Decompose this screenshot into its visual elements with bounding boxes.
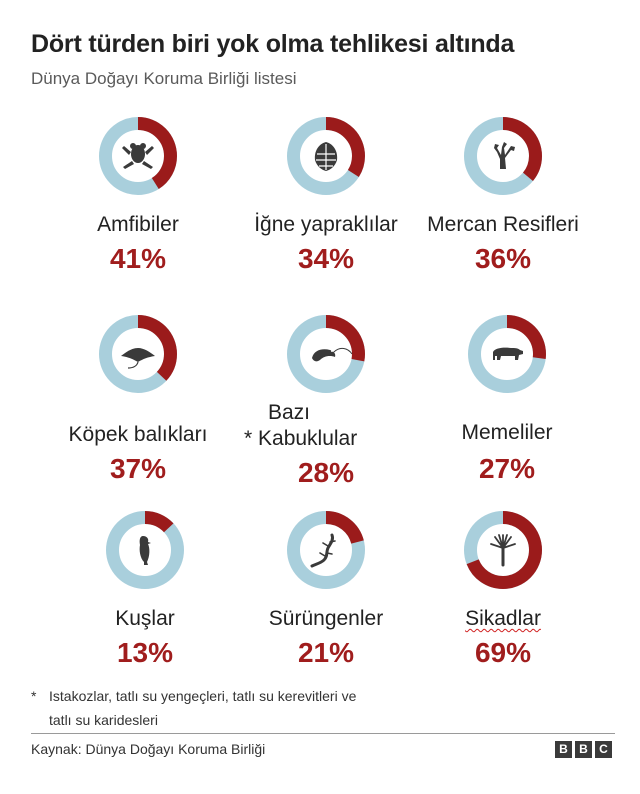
- percent-value: 37%: [109, 453, 167, 484]
- donut-threatened-segment: [464, 117, 542, 195]
- donut-threatened-segment: [287, 315, 365, 393]
- percent-value: 13%: [116, 637, 174, 668]
- donut-threatened-segment: [287, 117, 365, 195]
- footnote-marker: *: [31, 688, 37, 704]
- donut-chart: [464, 511, 542, 589]
- footnote-line-2: tatlı su karidesleri: [49, 712, 158, 728]
- percent-value: 41%: [109, 243, 167, 274]
- donut-chart: [99, 315, 177, 393]
- donut-chart: [287, 511, 365, 589]
- percent-value: 28%: [297, 457, 355, 488]
- donut-threatened-segment: [99, 117, 177, 195]
- percent-value: 21%: [297, 637, 355, 668]
- category-label: Bazı * Kabuklular: [244, 400, 424, 452]
- chart-subtitle: Dünya Doğayı Koruma Birliği listesi: [31, 69, 297, 88]
- bear-icon: [493, 347, 523, 360]
- percent-value: 36%: [474, 243, 532, 274]
- manta-ray-icon: [121, 348, 155, 369]
- donut-threatened-segment: [468, 315, 546, 393]
- lizard-icon: [310, 533, 336, 568]
- cycad-icon: [490, 534, 516, 567]
- donut-threatened-segment: [287, 511, 365, 589]
- footnote: * Istakozlar, tatlı su yengeçleri, tatlı …: [31, 684, 356, 732]
- divider: [31, 733, 615, 734]
- bbc-logo: B B C: [555, 741, 612, 758]
- category-label-prefix: Bazı: [268, 401, 311, 424]
- donut-threatened-segment: [99, 315, 177, 393]
- percent-value: 27%: [478, 453, 536, 484]
- category-label: Sürüngenler: [268, 607, 384, 630]
- donut-chart: [106, 511, 184, 589]
- donut-chart: [287, 315, 365, 393]
- footnote-line-1: Istakozlar, tatlı su yengeçleri, tatlı s…: [49, 688, 357, 704]
- category-label-main: * Kabuklular: [244, 427, 358, 450]
- percent-value: 69%: [474, 637, 532, 668]
- donut-chart: [99, 117, 177, 195]
- coral-icon: [494, 142, 515, 169]
- category-label: Köpek balıkları: [68, 423, 208, 446]
- shrimp-icon: [312, 347, 353, 362]
- category-label: Kuşlar: [115, 607, 175, 630]
- category-label: Sikadlar: [465, 607, 541, 630]
- frog-icon: [122, 143, 154, 169]
- category-label: Mercan Resifleri: [427, 213, 579, 236]
- donut-chart: [287, 117, 365, 195]
- source-note: Kaynak: Dünya Doğayı Koruma Birliği: [31, 741, 266, 757]
- donut-chart: [468, 315, 546, 393]
- donut-threatened-segment: [464, 511, 542, 589]
- logo-block: B: [555, 741, 572, 758]
- logo-block: B: [575, 741, 592, 758]
- donut-threatened-segment: [106, 511, 184, 589]
- donut-chart: [464, 117, 542, 195]
- category-label: Amfibiler: [97, 213, 179, 236]
- bird-icon: [139, 536, 151, 565]
- pine-cone-icon: [314, 142, 338, 171]
- logo-block: C: [595, 741, 612, 758]
- percent-value: 34%: [297, 243, 355, 274]
- chart-title: Dört türden biri yok olma tehlikesi altı…: [31, 30, 515, 58]
- category-label: Memeliler: [461, 421, 553, 444]
- category-label: İğne yapraklılar: [254, 213, 398, 236]
